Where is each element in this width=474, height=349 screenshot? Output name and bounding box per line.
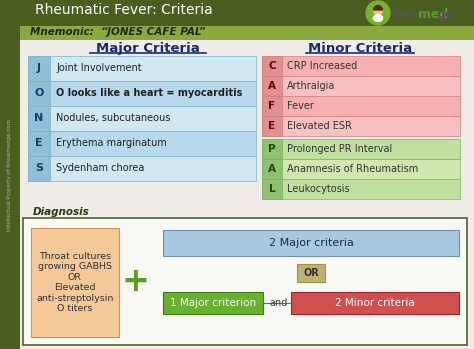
Bar — [297, 264, 325, 282]
Bar — [28, 81, 50, 105]
Text: Arthralgia: Arthralgia — [287, 81, 336, 91]
Text: O looks like a heart = myocarditis: O looks like a heart = myocarditis — [56, 88, 242, 98]
Ellipse shape — [374, 15, 383, 22]
Bar — [262, 159, 282, 178]
Text: A: A — [268, 81, 276, 91]
Text: Throat cultures
growing GABHS
OR
Elevated
anti-streptolysin
O titers: Throat cultures growing GABHS OR Elevate… — [36, 252, 114, 313]
Wedge shape — [374, 6, 383, 10]
Circle shape — [366, 1, 390, 25]
Bar — [262, 139, 282, 158]
Bar — [163, 230, 459, 256]
Text: Major Criteria: Major Criteria — [96, 42, 200, 55]
Text: E: E — [35, 138, 43, 148]
Text: Joint Involvement: Joint Involvement — [56, 63, 142, 73]
Text: +: + — [121, 265, 149, 298]
Bar — [262, 96, 282, 116]
Text: Nodules, subcutaneous: Nodules, subcutaneous — [56, 113, 170, 123]
Text: ge: ge — [437, 8, 455, 21]
Text: med: med — [418, 8, 448, 21]
Text: Fever: Fever — [287, 101, 314, 111]
Text: 2 Minor criteria: 2 Minor criteria — [335, 298, 415, 308]
Bar — [262, 76, 460, 96]
Text: Mnemonic:  “JONES CAFE PAL”: Mnemonic: “JONES CAFE PAL” — [30, 27, 206, 37]
Bar — [28, 156, 50, 180]
Bar — [262, 56, 460, 75]
Text: P: P — [268, 144, 276, 154]
Circle shape — [374, 6, 383, 15]
Bar — [20, 0, 474, 26]
Text: OR: OR — [303, 268, 319, 278]
Bar — [262, 116, 460, 135]
Text: Minor Criteria: Minor Criteria — [308, 42, 412, 55]
Text: Rheumatic Fever: Criteria: Rheumatic Fever: Criteria — [35, 3, 213, 17]
Bar — [163, 292, 263, 314]
Text: A: A — [268, 164, 276, 174]
Text: E: E — [268, 121, 275, 131]
Bar — [262, 116, 282, 135]
Text: Erythema marginatum: Erythema marginatum — [56, 138, 167, 148]
Text: O: O — [34, 88, 44, 98]
Text: Sydenham chorea: Sydenham chorea — [56, 163, 145, 173]
Bar — [28, 156, 256, 180]
Bar — [262, 96, 460, 116]
Bar — [0, 0, 20, 349]
Bar — [28, 106, 256, 131]
Text: L: L — [269, 184, 275, 194]
Bar — [262, 139, 460, 158]
Bar — [262, 56, 282, 75]
Text: 1 Major criterion: 1 Major criterion — [170, 298, 256, 308]
Text: know: know — [392, 8, 429, 21]
Text: 2 Major criteria: 2 Major criteria — [269, 238, 354, 248]
Bar — [28, 56, 256, 81]
Bar — [28, 131, 256, 156]
Bar — [28, 131, 50, 156]
Bar — [262, 179, 282, 199]
Bar — [28, 56, 50, 81]
Text: F: F — [268, 101, 275, 111]
Text: C: C — [268, 61, 276, 71]
Bar — [262, 159, 460, 178]
Bar — [291, 292, 459, 314]
Text: Elevated ESR: Elevated ESR — [287, 121, 352, 131]
Text: and: and — [269, 298, 287, 308]
Text: J: J — [37, 63, 41, 73]
Text: Anamnesis of Rheumatism: Anamnesis of Rheumatism — [287, 164, 418, 174]
Text: Prolonged PR Interval: Prolonged PR Interval — [287, 144, 392, 154]
Text: CRP Increased: CRP Increased — [287, 61, 357, 71]
Text: Intellectual Property of Knowmedge.com: Intellectual Property of Knowmedge.com — [8, 118, 12, 231]
Bar — [31, 228, 119, 337]
Bar — [262, 179, 460, 199]
Text: Diagnosis: Diagnosis — [33, 207, 90, 217]
Bar — [23, 218, 467, 345]
Text: N: N — [35, 113, 44, 123]
Text: S: S — [35, 163, 43, 173]
Bar — [28, 81, 256, 105]
Bar — [28, 106, 50, 131]
Bar — [262, 76, 282, 96]
Text: Leukocytosis: Leukocytosis — [287, 184, 350, 194]
Bar — [20, 26, 474, 40]
